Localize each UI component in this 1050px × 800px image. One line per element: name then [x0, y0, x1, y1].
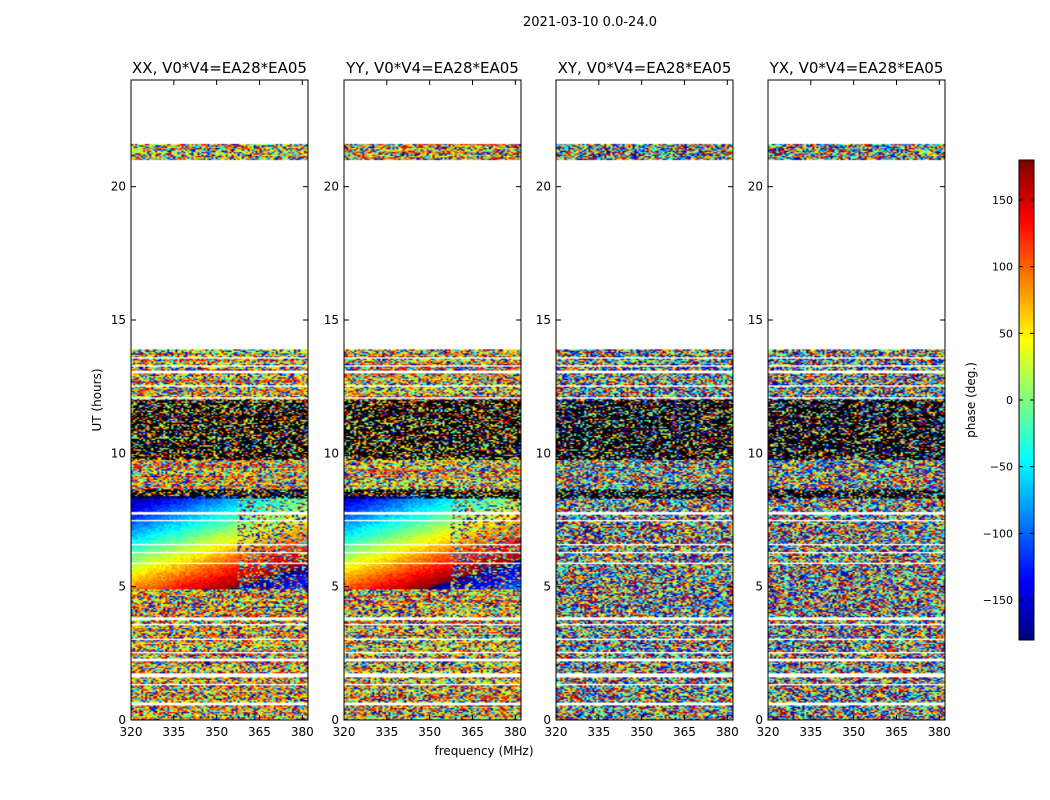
- x-tick-label: 320: [757, 725, 780, 739]
- x-tick-label: 380: [504, 725, 527, 739]
- heatmap-image: [768, 80, 945, 720]
- x-tick-label: 350: [418, 725, 441, 739]
- y-tick-label: 5: [755, 580, 763, 594]
- y-tick-label: 20: [536, 180, 551, 194]
- y-tick-label: 5: [543, 580, 551, 594]
- colorbar-tick-label: −100: [983, 527, 1013, 540]
- y-tick-label: 5: [118, 580, 126, 594]
- colorbar-tick-label: −50: [990, 461, 1013, 474]
- y-tick-label: 0: [543, 713, 551, 727]
- panel-title: YY, V0*V4=EA28*EA05: [345, 59, 519, 77]
- x-tick-label: 320: [120, 725, 143, 739]
- x-tick-label: 350: [205, 725, 228, 739]
- x-tick-label: 320: [333, 725, 356, 739]
- panel-yx: YX, V0*V4=EA28*EA05 320 335 350 365 380 0 5 10 15…: [748, 59, 951, 739]
- y-tick-label: 0: [118, 713, 126, 727]
- plot-frame: [130, 79, 309, 721]
- x-axis-label: frequency (MHz): [434, 744, 533, 758]
- x-tick-label: 380: [928, 725, 951, 739]
- y-tick-label: 10: [748, 446, 763, 460]
- colorbar-tick-label: 100: [992, 261, 1013, 274]
- y-tick-label: 0: [755, 713, 763, 727]
- y-tick-label: 15: [111, 313, 126, 327]
- x-tick-label: 335: [799, 725, 822, 739]
- colorbar-tick-label: 0: [1006, 394, 1013, 407]
- panel-yy: YY, V0*V4=EA28*EA05 320 335 350 365 380 0 5 10 15…: [324, 59, 527, 739]
- x-tick-label: 320: [545, 725, 568, 739]
- x-tick-label: 380: [716, 725, 739, 739]
- x-tick-label: 350: [842, 725, 865, 739]
- y-tick-label: 20: [748, 180, 763, 194]
- heatmap-image: [344, 80, 521, 720]
- colorbar-tick-label: 50: [999, 327, 1013, 340]
- panel-xx: XX, V0*V4=EA28*EA05 320 335 350 365 380 0 5 10 15…: [111, 59, 314, 739]
- y-tick-label: 5: [331, 580, 339, 594]
- y-tick-label: 20: [324, 180, 339, 194]
- y-tick-label: 0: [331, 713, 339, 727]
- y-tick-label: 15: [324, 313, 339, 327]
- figure-suptitle: 2021-03-10 0.0-24.0: [523, 15, 657, 30]
- y-tick-label: 10: [324, 446, 339, 460]
- x-tick-label: 365: [461, 725, 484, 739]
- plot-frame: [767, 79, 946, 721]
- x-tick-label: 335: [162, 725, 185, 739]
- y-tick-label: 15: [748, 313, 763, 327]
- x-tick-label: 365: [248, 725, 271, 739]
- panel-title: XX, V0*V4=EA28*EA05: [132, 59, 307, 77]
- x-tick-label: 380: [291, 725, 314, 739]
- plot-frame: [343, 79, 522, 721]
- panels: XX, V0*V4=EA28*EA05 320 335 350 365 380 0 5 10 15…: [111, 59, 951, 739]
- y-tick-label: 10: [111, 446, 126, 460]
- panel-xy: XY, V0*V4=EA28*EA05 320 335 350 365 380 0 5 10 15…: [536, 59, 739, 739]
- panel-title: YX, V0*V4=EA28*EA05: [769, 59, 944, 77]
- colorbar-tick-label: −150: [983, 594, 1013, 607]
- x-tick-label: 335: [587, 725, 610, 739]
- y-axis-label: UT (hours): [90, 368, 104, 431]
- y-tick-label: 20: [111, 180, 126, 194]
- colorbar: −150 −100 −50 0 50 100 150: [983, 159, 1035, 641]
- colorbar-tick-label: 150: [992, 194, 1013, 207]
- x-tick-label: 335: [375, 725, 398, 739]
- x-tick-label: 350: [630, 725, 653, 739]
- x-tick-label: 365: [673, 725, 696, 739]
- plot-frame: [555, 79, 734, 721]
- heatmap-image: [131, 80, 308, 720]
- heatmap-image: [556, 80, 733, 720]
- panel-title: XY, V0*V4=EA28*EA05: [558, 59, 732, 77]
- x-tick-label: 365: [885, 725, 908, 739]
- colorbar-label: phase (deg.): [964, 362, 978, 438]
- y-tick-label: 15: [536, 313, 551, 327]
- y-tick-label: 10: [536, 446, 551, 460]
